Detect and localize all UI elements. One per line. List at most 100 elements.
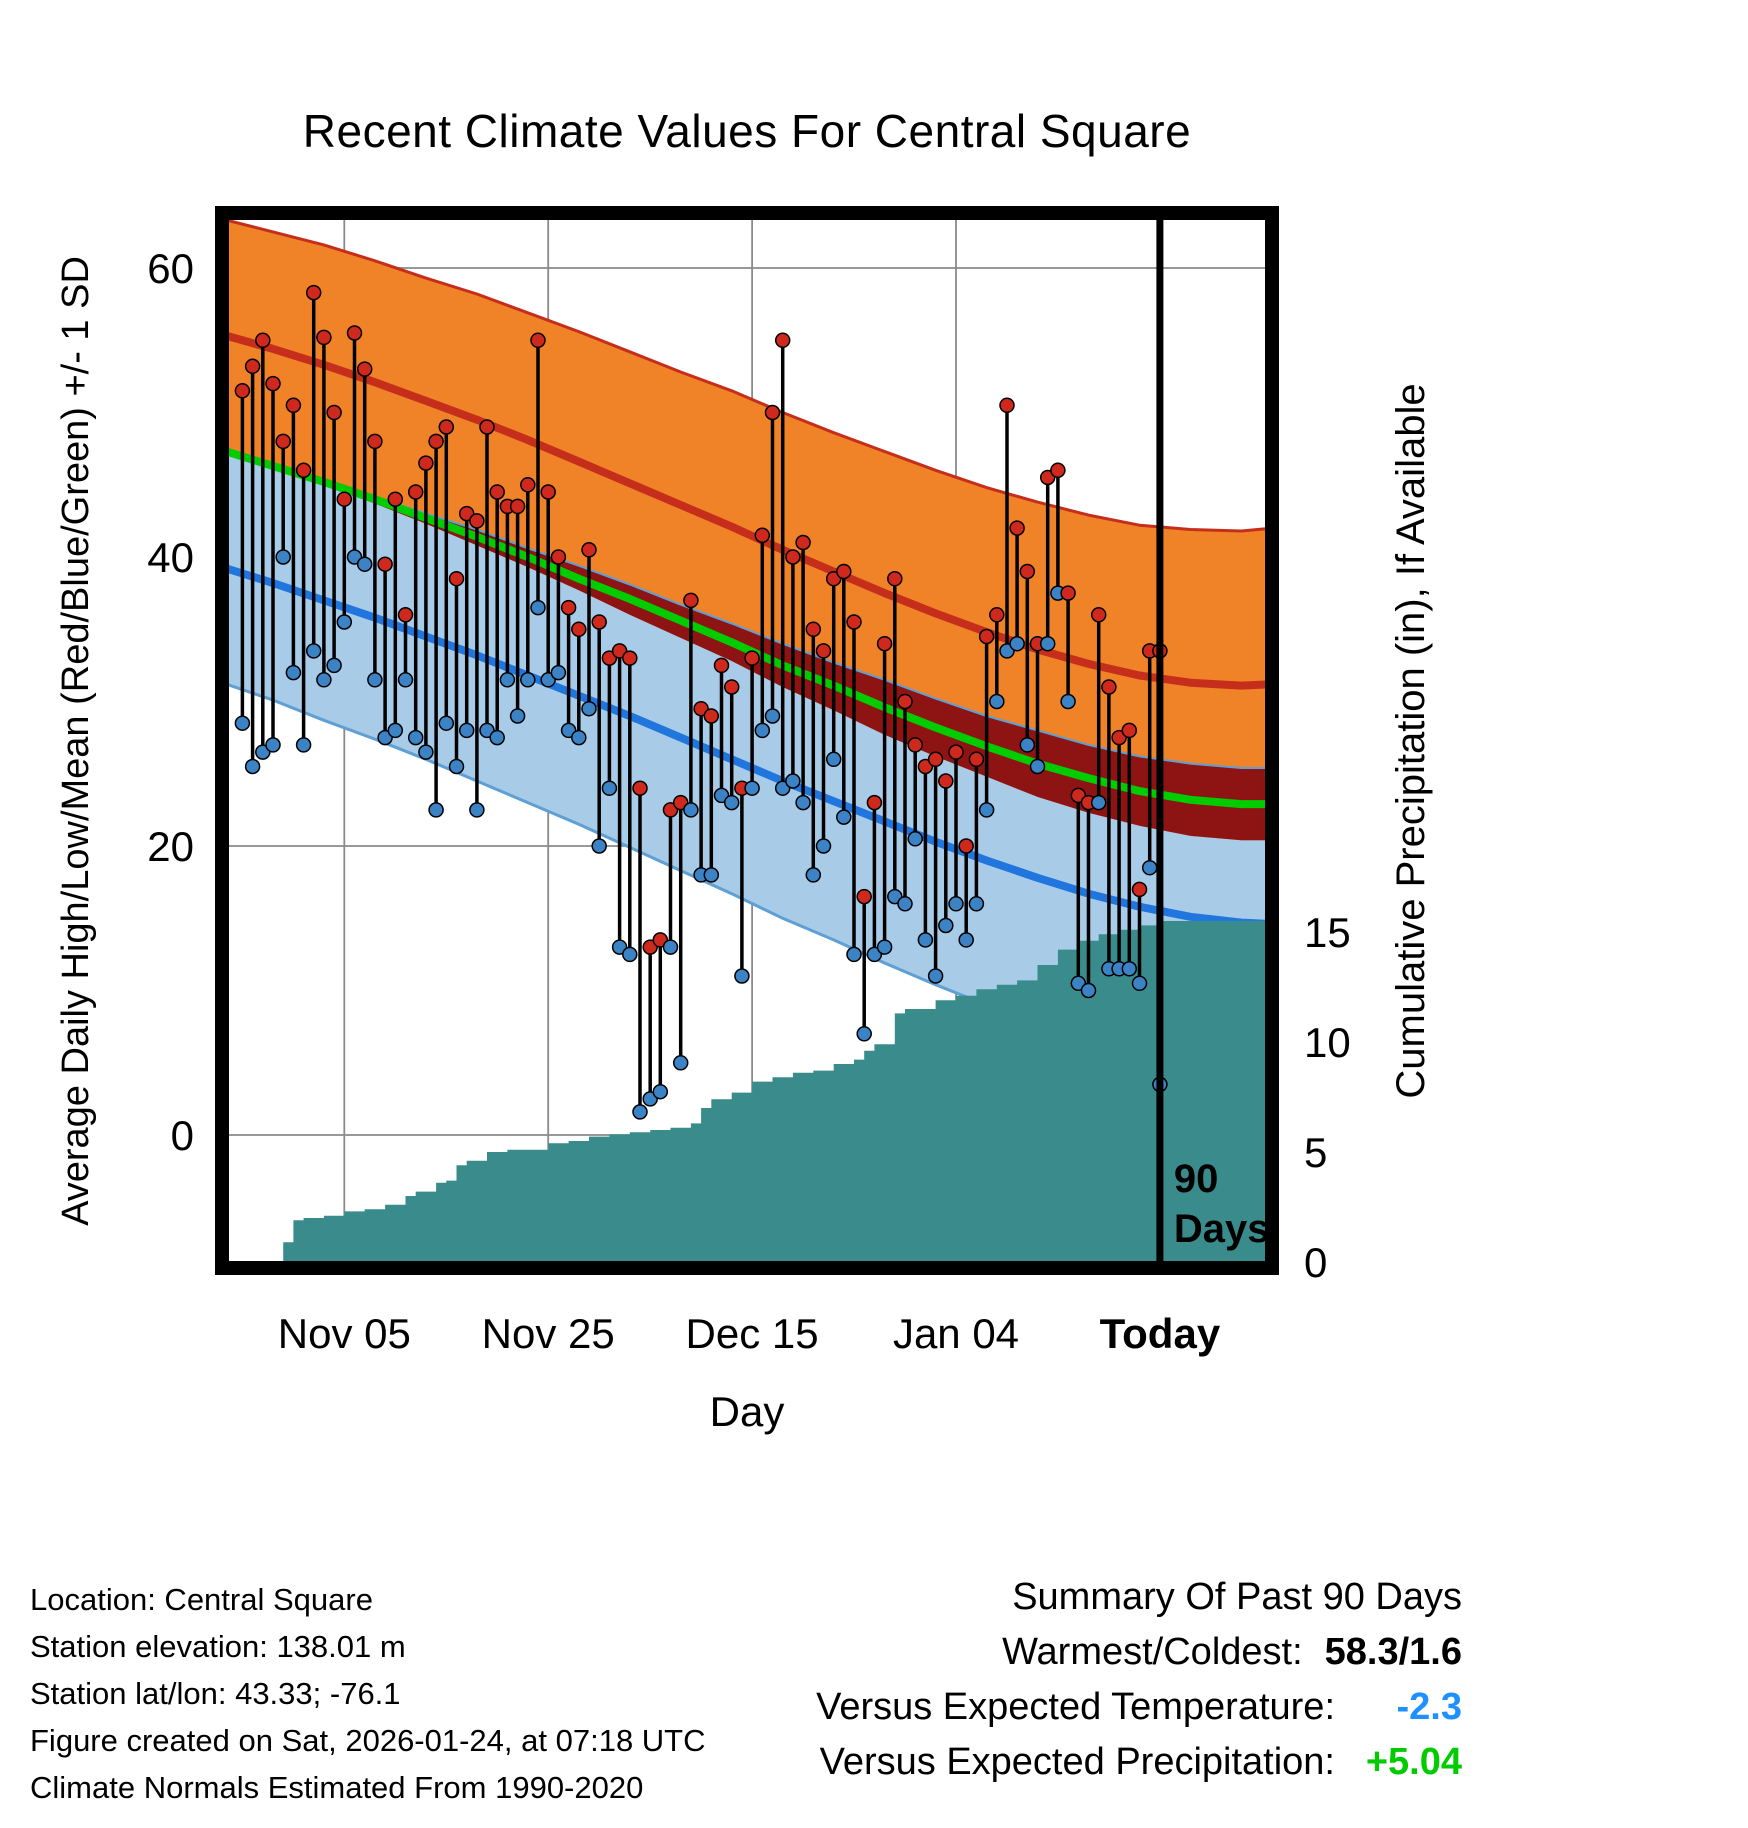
obs-high-dot (938, 773, 954, 789)
obs-low-dot (530, 599, 546, 616)
obs-low-dot (387, 722, 404, 739)
x-tick-label: Jan 04 (893, 1310, 1019, 1357)
obs-low-dot (244, 758, 261, 775)
obs-high-dot (591, 614, 607, 630)
obs-high-dot (428, 433, 444, 450)
obs-low-dot (1141, 859, 1158, 876)
obs-high-dot (285, 397, 302, 414)
obs-low-dot (407, 729, 424, 746)
obs-low-dot (428, 802, 444, 818)
station-info: Location: Central Square Station elevati… (30, 1576, 706, 1811)
obs-low-dot (1029, 758, 1046, 775)
obs-high-dot (1009, 520, 1025, 536)
obs-high-dot (1019, 563, 1036, 580)
obs-high-dot (785, 549, 801, 565)
station-latlon: Station lat/lon: 43.33; -76.1 (30, 1676, 401, 1711)
obs-low-dot (927, 968, 944, 984)
obs-high-dot (244, 358, 261, 375)
obs-high-dot (764, 404, 781, 421)
normals-note: Climate Normals Estimated From 1990-2020 (30, 1770, 644, 1805)
obs-low-dot (856, 1026, 872, 1042)
obs-low-dot (397, 672, 414, 688)
obs-low-dot (489, 729, 505, 746)
obs-high-dot (520, 477, 536, 493)
obs-high-dot (397, 607, 414, 623)
obs-low-dot (652, 1083, 669, 1100)
y-right-tick-label: 0 (1304, 1239, 1327, 1286)
obs-high-dot (897, 693, 913, 710)
obs-low-dot (754, 722, 771, 739)
summary-value: -2.3 (1396, 1686, 1462, 1728)
obs-low-dot (1060, 693, 1076, 710)
obs-high-dot (479, 419, 495, 435)
obs-high-dot (968, 751, 985, 768)
x-axis-title: Day (710, 1388, 785, 1435)
obs-high-dot (683, 592, 699, 609)
obs-high-dot (805, 621, 822, 638)
obs-high-dot (1060, 585, 1076, 601)
obs-high-dot (1131, 881, 1148, 898)
obs-high-dot (387, 491, 404, 507)
x-tick-label: Today (1100, 1310, 1221, 1357)
obs-high-dot (978, 628, 995, 645)
climate-chart: 90 Days 0 20 40 60 0 5 10 15 Nov 05 Nov 25 Dec 15 Jan… (55, 206, 1433, 1435)
obs-low-dot (703, 867, 720, 883)
obs-high-dot (1050, 462, 1066, 479)
obs-low-dot (795, 794, 811, 811)
obs-high-dot (927, 751, 944, 768)
y-right-axis-title: Cumulative Precipitation (in), If Availa… (1389, 383, 1433, 1098)
obs-low-dot (764, 708, 781, 724)
obs-low-dot (1121, 961, 1138, 977)
obs-low-dot (458, 722, 475, 739)
marker-label: 90 (1174, 1157, 1219, 1201)
obs-high-dot (958, 838, 974, 854)
marker-label: Days (1174, 1207, 1270, 1251)
plot-area (222, 213, 1272, 1268)
obs-high-dot (367, 433, 383, 450)
obs-low-dot (958, 932, 974, 948)
high-upper-edge (222, 217, 1272, 533)
obs-high-dot (265, 375, 281, 392)
obs-low-dot (907, 831, 923, 847)
obs-low-dot (734, 968, 750, 984)
obs-low-dot (805, 867, 822, 883)
precip-area (273, 918, 1272, 1268)
obs-high-dot (1101, 679, 1117, 695)
obs-low-dot (305, 643, 322, 659)
obs-low-dot (571, 729, 587, 746)
obs-high-dot (489, 484, 505, 500)
obs-low-dot (917, 932, 934, 948)
x-tick-label: Nov 05 (278, 1310, 411, 1357)
summary-row: Versus Expected Temperature: -2.3 (816, 1680, 1462, 1735)
summary-value: 58.3/1.6 (1324, 1631, 1462, 1673)
obs-low-dot (989, 693, 1005, 710)
obs-high-dot (581, 542, 597, 558)
obs-high-dot (550, 549, 567, 565)
obs-high-dot (815, 643, 832, 659)
obs-low-dot (632, 1104, 648, 1120)
obs-low-dot (876, 939, 893, 955)
obs-low-dot (1090, 794, 1107, 811)
obs-low-dot (622, 946, 638, 963)
obs-low-dot (825, 751, 842, 768)
obs-high-dot (622, 650, 638, 666)
obs-low-dot (662, 939, 679, 955)
page-title: Recent Climate Values For Central Square (302, 105, 1192, 157)
obs-high-dot (744, 650, 760, 666)
obs-low-dot (499, 672, 516, 688)
obs-high-dot (723, 679, 740, 695)
obs-low-dot (550, 664, 567, 681)
obs-high-dot (346, 325, 363, 341)
obs-low-dot (683, 802, 699, 818)
obs-high-dot (887, 570, 903, 587)
obs-high-dot (989, 607, 1005, 623)
x-tick-label: Dec 15 (686, 1310, 819, 1357)
obs-low-dot (581, 700, 597, 717)
obs-high-dot (999, 397, 1015, 414)
y-right-tick-label: 15 (1304, 909, 1351, 956)
obs-low-dot (968, 896, 985, 912)
obs-low-dot (367, 672, 383, 688)
obs-low-dot (897, 896, 913, 912)
station-location: Location: Central Square (30, 1582, 373, 1617)
obs-low-dot (285, 664, 302, 681)
